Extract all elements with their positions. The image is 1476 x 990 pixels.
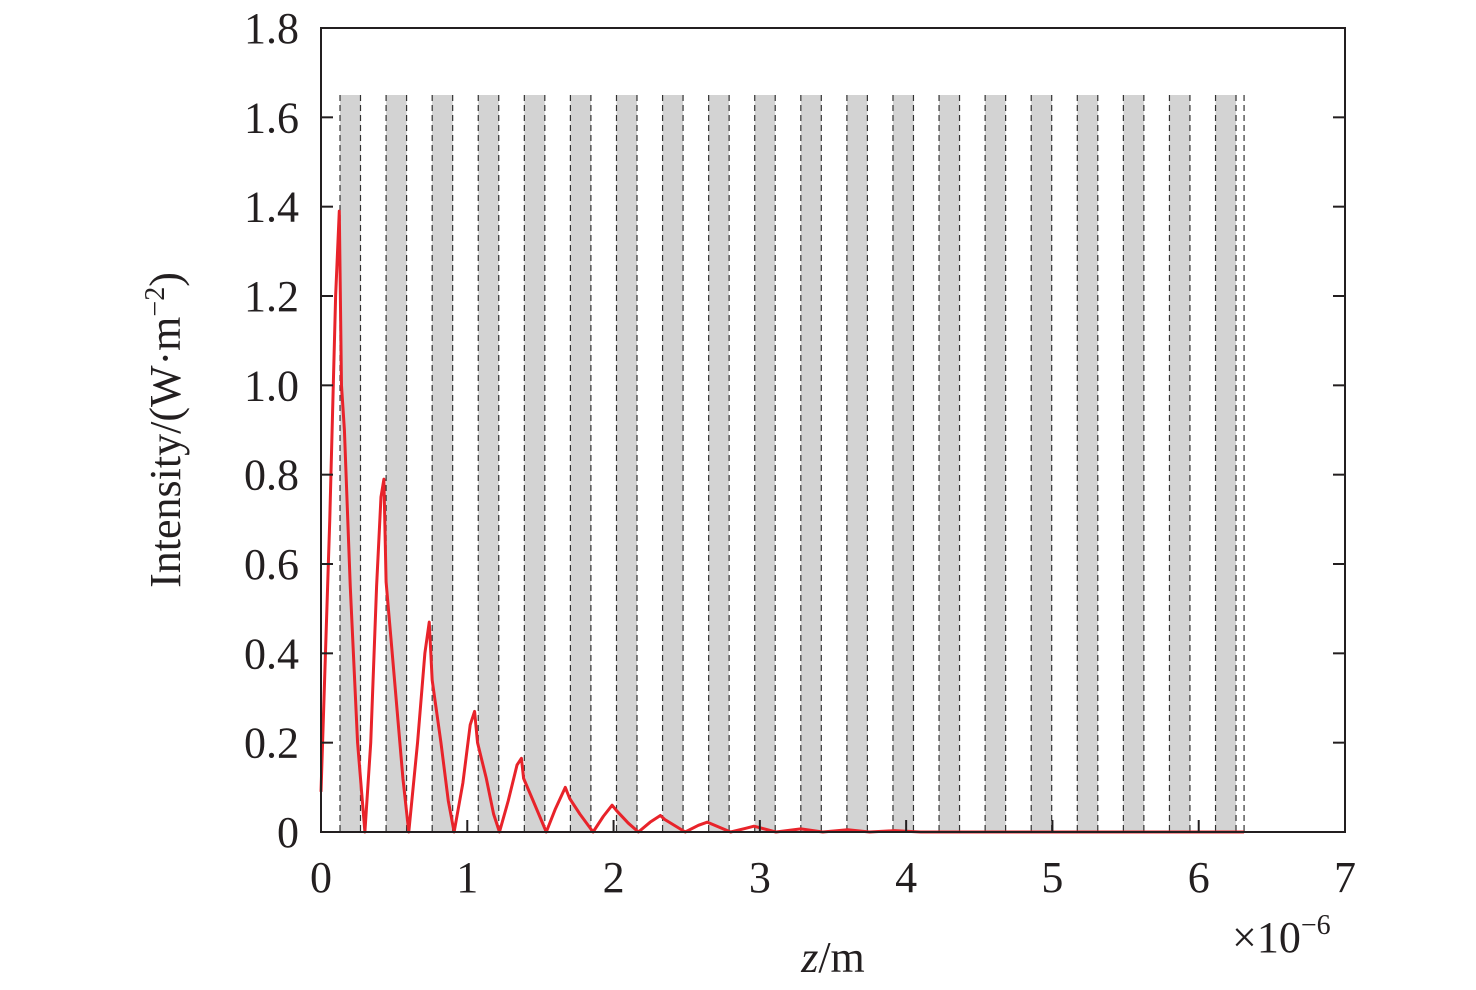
y-tick-label: 1.0: [244, 361, 299, 410]
y-tick-label: 0.6: [244, 540, 299, 589]
y-label-sup: −2: [140, 287, 171, 317]
layer: [570, 95, 591, 832]
x-tick-label: 3: [749, 853, 771, 902]
layer: [662, 95, 684, 832]
y-tick-label: 1.4: [244, 183, 299, 232]
layer: [800, 95, 822, 832]
x-multiplier: ×10−6: [1232, 910, 1331, 962]
layer: [1123, 95, 1144, 832]
layer: [708, 95, 730, 832]
multiplier-exp: −6: [1301, 910, 1331, 941]
x-tick-label: 2: [603, 853, 625, 902]
layer: [340, 95, 361, 832]
data-line: [319, 209, 1245, 834]
layer: [1077, 95, 1098, 832]
plot-frame: [320, 27, 1346, 833]
y-tick-label: 1.8: [244, 4, 299, 53]
x-tick-label: 0: [310, 853, 332, 902]
layer: [892, 95, 914, 832]
y-tick-label: 0.2: [244, 719, 299, 768]
x-tick-label: 4: [895, 853, 917, 902]
x-tick-label: 1: [456, 853, 478, 902]
layer: [432, 95, 453, 832]
x-tick-label: 5: [1041, 853, 1063, 902]
layer: [478, 95, 499, 832]
x-label-unit: /m: [818, 933, 864, 982]
x-axis-label: z/m: [800, 933, 865, 982]
x-tick-label: 6: [1188, 853, 1210, 902]
y-tick-label: 1.6: [244, 93, 299, 142]
layer: [985, 95, 1006, 832]
x-tick-label: 7: [1334, 853, 1356, 902]
x-label-var: z: [800, 933, 818, 982]
multiplier-base: ×10: [1232, 913, 1301, 962]
layer: [524, 95, 545, 832]
layer: [754, 95, 776, 832]
y-axis-label: Intensity/(W·m−2): [140, 272, 190, 588]
layer: [939, 95, 960, 832]
y-label-close: ): [141, 272, 190, 287]
y-tick-label: 0.4: [244, 629, 299, 678]
layer: [616, 95, 637, 832]
layer: [1031, 95, 1052, 832]
layer: [386, 95, 407, 832]
layer: [1169, 95, 1190, 832]
y-tick-label: 1.2: [244, 272, 299, 321]
y-label-main: Intensity/(W·m: [141, 317, 190, 588]
layer: [1215, 95, 1237, 832]
layer: [846, 95, 868, 832]
y-tick-label: 0: [277, 808, 299, 857]
y-tick-label: 0.8: [244, 451, 299, 500]
